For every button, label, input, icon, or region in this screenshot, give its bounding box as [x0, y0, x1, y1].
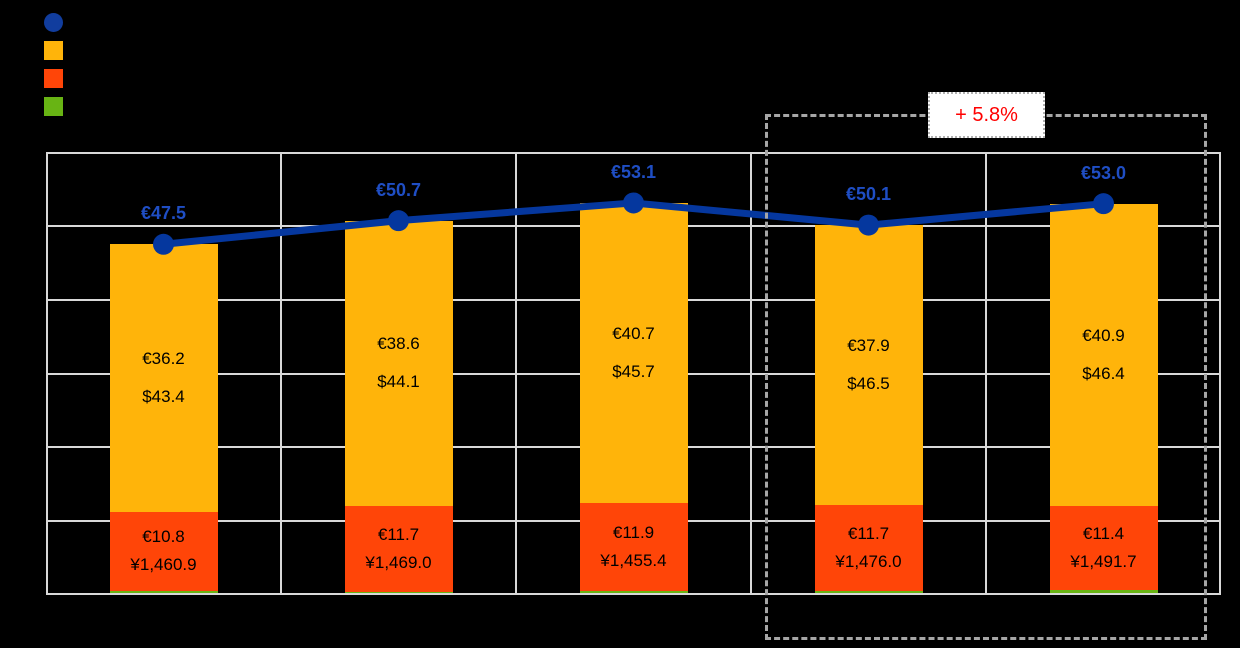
bar-segment-yellow-segment: €38.6 $44.1	[344, 220, 453, 506]
bar-segment-label: €40.9 $46.4	[1050, 317, 1158, 393]
bar-label-jpy: ¥1,491.7	[1070, 551, 1137, 571]
bar-segment-label: €11.9 ¥1,455.4	[580, 519, 688, 575]
legend-marker-line	[44, 13, 63, 32]
line-value-label: €50.7	[375, 179, 422, 200]
bar-label-eur: €40.9	[1082, 325, 1125, 345]
bar-segment-red-segment: €11.4 ¥1,491.7	[1049, 505, 1158, 590]
bar-label-eur: €11.7	[377, 524, 420, 544]
bar-label-eur: €37.9	[847, 336, 890, 356]
bar-label-usd: $46.5	[847, 374, 890, 394]
bar-label-jpy: ¥1,460.9	[130, 555, 197, 575]
bar-label-eur: €38.6	[377, 334, 420, 354]
plot-border	[46, 152, 1221, 595]
line-value-label: €53.0	[1080, 162, 1127, 183]
bar-segment-yellow-segment: €36.2 $43.4	[109, 244, 218, 512]
growth-annotation-label: + 5.8%	[955, 103, 1018, 126]
gridline-v	[515, 152, 517, 595]
bar-segment-label: €38.6 $44.1	[345, 325, 453, 401]
bar-segment-label: €11.7 ¥1,476.0	[815, 520, 923, 576]
bar-segment-green-segment	[1049, 589, 1158, 595]
plot-area: €10.8 ¥1,460.9 €36.2 $43.4 €11.7 ¥1,469.0 €38.…	[46, 152, 1221, 595]
bar-label-usd: $46.4	[1082, 363, 1125, 383]
line-value-label: €53.1	[610, 161, 657, 182]
bar-label-usd: $43.4	[142, 386, 185, 406]
bar-segment-label: €10.8 ¥1,460.9	[110, 523, 218, 579]
line-value-label: €50.1	[845, 184, 892, 205]
bar-segment-red-segment: €11.9 ¥1,455.4	[579, 503, 688, 592]
bar-segment-label: €36.2 $43.4	[110, 340, 218, 416]
bar-segment-yellow-segment: €40.7 $45.7	[579, 202, 688, 504]
bar-segment-yellow-segment: €37.9 $46.5	[814, 225, 923, 505]
highlight-region	[765, 114, 1207, 640]
line-value-label: €47.5	[140, 203, 187, 224]
gridline-v	[280, 152, 282, 595]
gridline-v	[985, 152, 987, 595]
legend-marker-bar-2	[44, 69, 63, 88]
bar-label-eur: €40.7	[612, 324, 655, 344]
bar-label-eur: €11.7	[847, 524, 890, 544]
bar-label-usd: $45.7	[612, 362, 655, 382]
bar-segment-label: €11.7 ¥1,469.0	[345, 521, 453, 577]
legend-marker-bar-1	[44, 41, 63, 60]
bar-segment-label: €11.4 ¥1,491.7	[1050, 520, 1158, 576]
bar-segment-label: €37.9 $46.5	[815, 327, 923, 403]
bar-label-eur: €11.4	[1082, 523, 1125, 543]
gridline-v	[750, 152, 752, 595]
bar-label-jpy: ¥1,476.0	[835, 552, 902, 572]
legend-marker-bar-3	[44, 97, 63, 116]
bar-label-eur: €11.9	[612, 523, 655, 543]
growth-annotation: + 5.8%	[928, 92, 1045, 138]
bar-label-jpy: ¥1,455.4	[600, 551, 667, 571]
bar-segment-red-segment: €10.8 ¥1,460.9	[109, 511, 218, 592]
bar-label-jpy: ¥1,469.0	[365, 552, 432, 572]
bar-label-eur: €36.2	[142, 348, 185, 368]
bar-segment-red-segment: €11.7 ¥1,469.0	[344, 505, 453, 593]
bar-segment-red-segment: €11.7 ¥1,476.0	[814, 504, 923, 592]
bar-segment-label: €40.7 $45.7	[580, 315, 688, 391]
bar-segment-yellow-segment: €40.9 $46.4	[1049, 203, 1158, 506]
bar-label-usd: $44.1	[377, 372, 420, 392]
bar-label-eur: €10.8	[142, 527, 185, 547]
